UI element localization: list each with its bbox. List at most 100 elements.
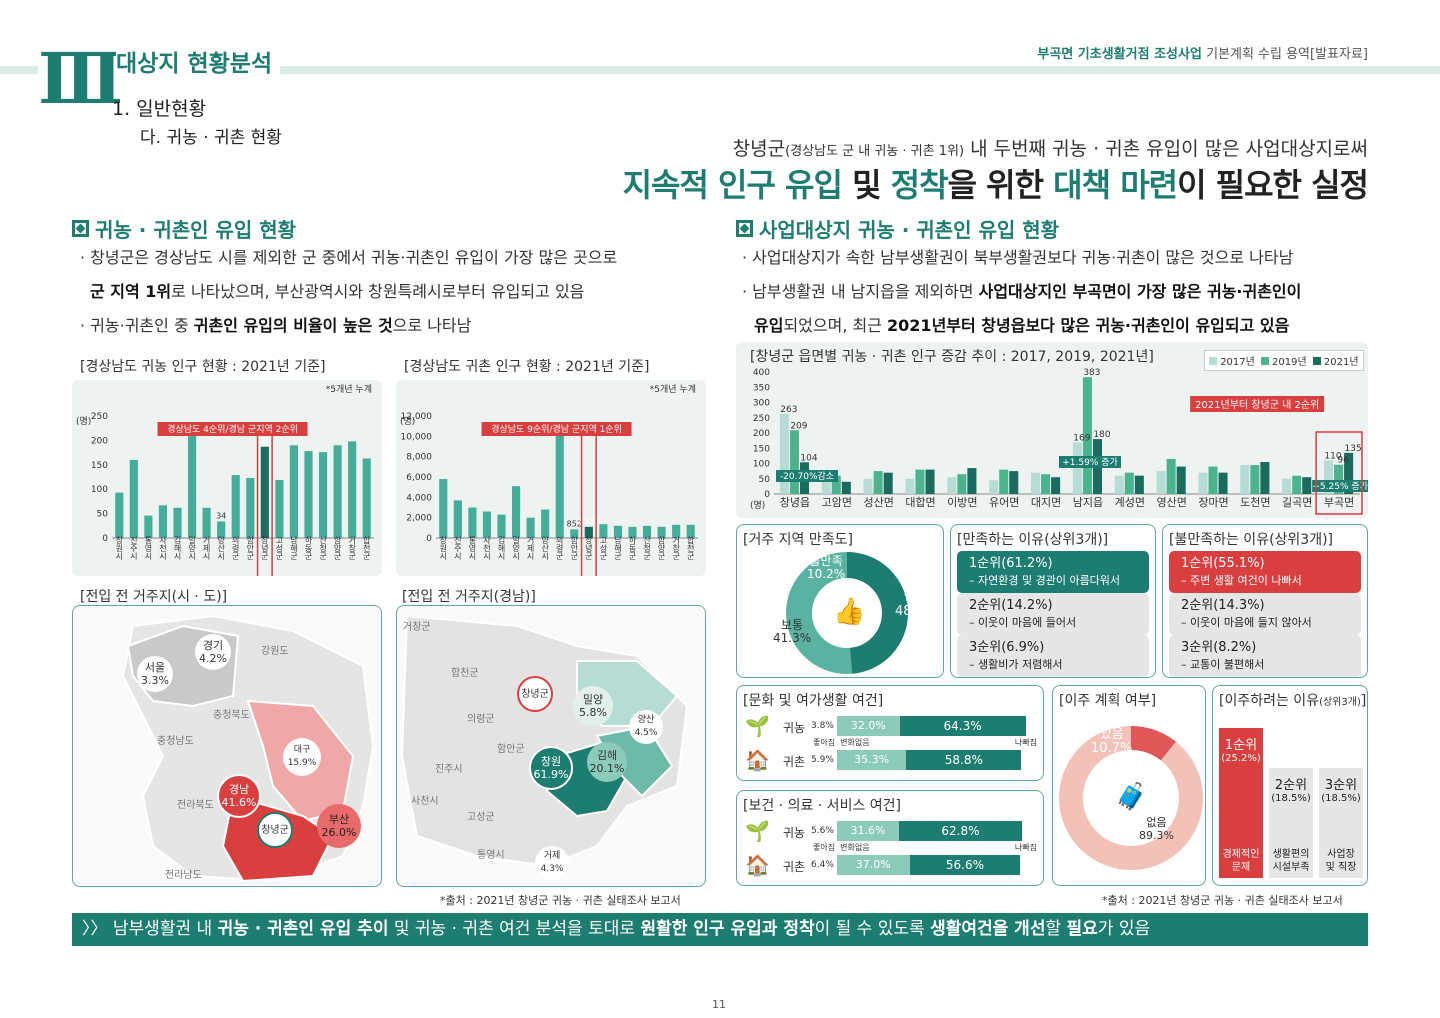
stack-row: 🌱 귀농 3.8% 32.0% 64.3% bbox=[737, 714, 1045, 746]
geochang-label: 거창군 bbox=[403, 622, 431, 633]
stack-keys: 좋아짐 변화없음 나빠짐 bbox=[813, 843, 1037, 852]
left-heading: 귀농 · 귀촌인 유입 현황 bbox=[72, 214, 296, 243]
good-value: 3.8% bbox=[811, 721, 834, 731]
bar-7 bbox=[217, 521, 226, 538]
x-tick-label: 의령군 bbox=[555, 535, 564, 560]
bar-14 bbox=[318, 452, 328, 538]
suitcase-icon: 🧳 bbox=[1115, 782, 1148, 812]
bar-도천면-2019년 bbox=[1250, 465, 1260, 494]
geoje-bubble: 거제 4.3% bbox=[535, 846, 569, 880]
x-tick-label: 대합면 bbox=[905, 496, 935, 509]
good-value: 5.9% bbox=[811, 755, 834, 765]
annotation-label: -20.70%감소 bbox=[780, 470, 834, 482]
lead-line-2: 지속적 인구 유입 및 정착을 위한 대책 마련이 필요한 실정 bbox=[622, 166, 1369, 204]
bar-남지읍-2017년 bbox=[1072, 442, 1082, 494]
x-tick-label: 함안군 bbox=[245, 536, 254, 560]
town-trend-chart: 0 50 100 150 200 250 300 350 400 (명) 창녕읍 고암면 성산면 대합면 이… bbox=[750, 368, 1368, 515]
x-tick-label: 함안군 bbox=[569, 536, 578, 560]
x-tick-label: 고성군 bbox=[275, 536, 284, 560]
row-label: 귀촌 bbox=[783, 860, 806, 874]
move-reasons-title: [이주하려는 이유(상위3개)] bbox=[1219, 693, 1367, 709]
x-tick-label: 김해시 bbox=[173, 535, 182, 560]
bar-5 bbox=[511, 486, 521, 538]
chart3-legend: 2017년 2019년 2021년 bbox=[1204, 350, 1364, 371]
y-tick-label: 12,000 bbox=[401, 412, 433, 422]
page-number: 11 bbox=[712, 998, 726, 1011]
busan-bubble: 부산 26.0% bbox=[317, 804, 361, 848]
x-tick-label: 부곡면 bbox=[1324, 496, 1354, 509]
map2-box: 거창군 합천군 의령군 함안군 진주시 사천시 고성군 통영시 창녕군 밀양 5… bbox=[396, 605, 706, 887]
x-tick-label: 함양군 bbox=[657, 536, 666, 560]
y-tick-label: 250 bbox=[91, 412, 108, 422]
uiryeong-label: 의령군 bbox=[467, 714, 495, 725]
jeonnam-label: 전라남도 bbox=[165, 870, 202, 881]
bar-대지면-2021년 bbox=[1051, 477, 1061, 494]
annotation-label: 2021년부터 창녕군 내 2순위 bbox=[1195, 398, 1319, 411]
tongyeong-label: 통영시 bbox=[477, 850, 505, 861]
health-title: [보건 · 의료 · 서비스 여건] bbox=[743, 798, 901, 814]
sat-reasons-box: [만족하는 이유(상위3개)] 1순위(61.2%) – 자연환경 및 경관이 아… bbox=[950, 524, 1156, 678]
bar-11 bbox=[275, 479, 284, 538]
y-tick-label: 50 bbox=[759, 475, 771, 485]
y-tick-label: 100 bbox=[91, 485, 108, 495]
bar-9 bbox=[570, 529, 579, 538]
data-label: 135 bbox=[1345, 444, 1362, 454]
bar-0 bbox=[439, 479, 448, 538]
annotation-label: 경상남도 9순위/경남 군지역 1순위 bbox=[491, 423, 622, 435]
bar-17 bbox=[362, 458, 371, 538]
subsubsection-title: 다. 귀농 · 귀촌 현황 bbox=[140, 128, 282, 148]
annotation-bg bbox=[776, 470, 838, 482]
bar-14 bbox=[642, 525, 652, 538]
hapcheon-label: 합천군 bbox=[451, 668, 479, 679]
culture-box: [문화 및 여가생활 여건] 🌱 귀농 3.8% 32.0% 64.3% 좋아짐 … bbox=[736, 685, 1044, 781]
yangsan-bubble: 양산 4.5% bbox=[629, 710, 663, 744]
bad-bar: 58.8% bbox=[906, 750, 1022, 770]
data-label: 263 bbox=[780, 405, 797, 415]
bar-6 bbox=[526, 517, 535, 538]
annotation-label: +5.25% 증가 bbox=[1312, 481, 1368, 492]
jeonbuk-label: 전라북도 bbox=[177, 800, 214, 811]
house-icon: 🏠 bbox=[745, 748, 770, 772]
chungbuk-label: 충청북도 bbox=[213, 710, 250, 721]
y-unit: (명) bbox=[400, 416, 415, 427]
annotation-label: 경상남도 4순위/경남 군지역 2순위 bbox=[167, 423, 298, 435]
bar-13 bbox=[304, 451, 313, 538]
row-label: 귀농 bbox=[783, 826, 806, 840]
y-tick-label: 400 bbox=[753, 368, 770, 378]
data-label: 209 bbox=[790, 421, 807, 431]
data-label: 852 bbox=[567, 519, 582, 528]
move-reason-bar-2: 2순위 (18.5%) 생활편의 시설부족 bbox=[1269, 767, 1313, 878]
haman-label: 함안군 bbox=[497, 744, 525, 755]
bar-유어면-2019년 bbox=[999, 469, 1009, 494]
changnyeong-bubble: 창녕군 bbox=[257, 812, 293, 848]
x-tick-label: 길곡면 bbox=[1282, 496, 1312, 509]
jinju-label: 진주시 bbox=[435, 764, 463, 775]
data-label: 1,353 bbox=[577, 517, 600, 526]
chart3-panel: [창녕군 읍면별 귀농 · 귀촌 인구 증감 추이 : 2017, 2019, … bbox=[736, 342, 1368, 518]
bar-대합면-2021년 bbox=[925, 469, 935, 494]
annotation-bg bbox=[1190, 396, 1325, 412]
gyeonggi-bubble: 경기 4.2% bbox=[195, 634, 231, 670]
x-tick-label: 고성군 bbox=[599, 536, 608, 560]
left-source: *출처 : 2021년 창녕군 귀농 · 귀촌 실태조사 보고서 bbox=[440, 894, 681, 907]
right-heading: 사업대상지 귀농 · 귀촌인 유입 현황 bbox=[736, 214, 1059, 243]
satisfaction-donut bbox=[786, 552, 908, 674]
bad-bar: 56.6% bbox=[909, 855, 1021, 875]
sat-reason-2: 2순위(14.2%) – 이웃이 마음에 들어서 bbox=[957, 593, 1149, 635]
bad-bar: 64.3% bbox=[899, 716, 1026, 736]
bar-대합면-2019년 bbox=[915, 469, 925, 494]
bar-영산면-2017년 bbox=[1156, 471, 1166, 494]
bar-12 bbox=[613, 525, 623, 538]
y-tick-label: 0 bbox=[426, 534, 432, 544]
bar-0 bbox=[115, 492, 124, 538]
bar-창녕읍-2017년 bbox=[779, 413, 789, 494]
x-tick-label: 계성면 bbox=[1115, 496, 1145, 509]
x-tick-label: 하동군 bbox=[304, 535, 313, 560]
data-label: 110 bbox=[1324, 451, 1341, 461]
x-tick-label: 거제시 bbox=[526, 536, 535, 560]
sat-label: 만족 48.5% bbox=[895, 589, 937, 619]
bad-bar: 62.8% bbox=[898, 821, 1022, 841]
bar-16 bbox=[348, 441, 357, 538]
unsat-reason-3: 3순위(8.2%) – 교통이 불편해서 bbox=[1169, 635, 1361, 677]
x-tick-label: 유어면 bbox=[989, 496, 1019, 509]
